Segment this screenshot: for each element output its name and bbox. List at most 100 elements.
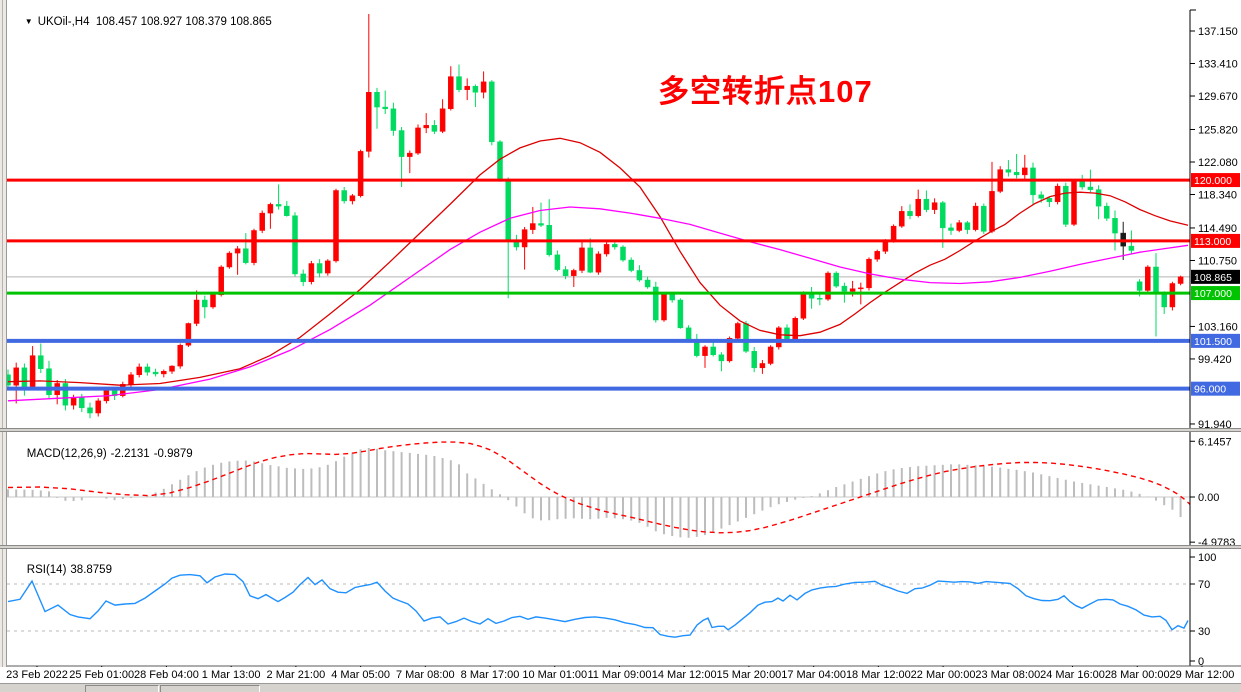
time-axis-label: 17 Mar 04:00 xyxy=(781,669,847,681)
candle-body xyxy=(792,318,798,341)
candle-body xyxy=(374,92,380,108)
candle-body xyxy=(1071,181,1077,225)
candle-body xyxy=(177,344,183,367)
candle-body xyxy=(636,270,643,281)
candle-body xyxy=(923,198,930,210)
price-axis-label: 133.410 xyxy=(1198,59,1238,71)
candle-body xyxy=(767,346,774,364)
time-axis-label: 28 Mar 00:00 xyxy=(1104,669,1170,681)
price-axis[interactable]: 137.150 133.410 129.670 125.820 122.080 118.3… xyxy=(1190,26,1240,668)
rsi-label: RSI(14) xyxy=(26,564,67,576)
candle-body xyxy=(431,125,438,132)
candle-body xyxy=(161,371,167,375)
candle-body xyxy=(931,202,938,210)
candle-body xyxy=(456,76,462,90)
candle-body xyxy=(726,338,733,362)
macd-panel xyxy=(7,441,1190,538)
candle-body xyxy=(300,273,306,283)
candle-body xyxy=(849,288,856,292)
candle-body xyxy=(439,108,446,132)
candle-body xyxy=(234,248,241,254)
candle-body xyxy=(210,294,216,308)
candle-body xyxy=(964,222,971,230)
candle-body xyxy=(595,253,602,273)
candle-body xyxy=(554,254,561,270)
time-axis-label: 1 Mar 13:00 xyxy=(201,669,261,681)
price-badge-label: 96.000 xyxy=(1194,384,1226,396)
candle-body xyxy=(1095,189,1102,207)
candle-body xyxy=(398,130,405,157)
time-axis-label: 22 Mar 00:00 xyxy=(910,669,976,681)
candle-body xyxy=(1128,245,1135,251)
candle-body xyxy=(390,108,397,131)
price-level-badge xyxy=(1191,269,1240,284)
candle-body xyxy=(21,367,28,388)
candle-body xyxy=(415,127,421,154)
time-axis-label: 2 Mar 21:00 xyxy=(266,669,326,681)
panel-separator[interactable] xyxy=(0,545,1241,549)
symbol-ohlc-info: ▼ UKOil-,H4 108.457 108.927 108.379 108.8… xyxy=(12,4,272,40)
time-axis[interactable]: 23 Feb 2022 25 Feb 01:00 28 Feb 04:00 1 Mar… xyxy=(0,667,1241,683)
candle-body xyxy=(538,223,544,226)
time-axis-label: 11 Mar 09:00 xyxy=(587,669,652,681)
candle-body xyxy=(907,211,913,216)
candle-body xyxy=(1087,186,1094,190)
candle-body xyxy=(694,340,700,356)
candle-body xyxy=(1145,266,1151,291)
candle-body xyxy=(1046,198,1053,203)
candle-body xyxy=(1153,266,1159,294)
symbol-ohlc-text: UKOil-,H4 108.457 108.927 108.379 108.86… xyxy=(37,16,272,28)
price-badge-label: 108.865 xyxy=(1194,272,1232,284)
candle-body xyxy=(1161,292,1167,308)
panel-separator[interactable] xyxy=(0,428,1241,432)
price-axis-label: 114.490 xyxy=(1198,223,1237,235)
candle-body xyxy=(784,327,790,341)
candle-body xyxy=(472,85,479,93)
time-axis-label: 10 Mar 01:00 xyxy=(522,669,588,681)
candle-body xyxy=(817,298,823,300)
trend-annotation: 多空转折点107 xyxy=(658,74,873,109)
price-axis-label: 137.150 xyxy=(1198,26,1238,38)
candle-body xyxy=(735,323,741,339)
candle-body xyxy=(1177,276,1184,284)
candle-body xyxy=(661,293,667,321)
candle-body xyxy=(899,211,905,227)
candle-body xyxy=(874,251,880,260)
candle-body xyxy=(95,400,101,414)
rsi-panel xyxy=(7,573,1190,638)
candle-body xyxy=(858,287,864,290)
candle-body xyxy=(825,272,831,300)
candle-body xyxy=(530,223,536,230)
candle-body xyxy=(882,240,889,252)
chevron-down-icon[interactable]: ▼ xyxy=(24,17,33,26)
candle-body xyxy=(972,205,979,230)
price-level-badge xyxy=(1191,333,1240,348)
candle-body xyxy=(62,383,69,406)
macd-value-main: -2.2131 xyxy=(110,448,150,460)
time-axis-label: 15 Mar 20:00 xyxy=(716,669,782,681)
main-chart-panel xyxy=(7,14,1190,419)
price-axis-label: 99.420 xyxy=(1198,354,1232,366)
candle-body xyxy=(333,190,339,262)
candle-body xyxy=(1022,167,1028,176)
candle-body xyxy=(284,205,290,216)
price-axis-label: 125.820 xyxy=(1198,124,1238,136)
price-axis-label: 129.670 xyxy=(1198,91,1238,103)
candle-body xyxy=(382,106,388,110)
candle-body xyxy=(628,259,634,271)
candle-body xyxy=(325,260,331,274)
candle-body xyxy=(776,327,782,348)
time-axis-label: 8 Mar 17:00 xyxy=(460,669,520,681)
candle-body xyxy=(1169,283,1176,308)
candle-body xyxy=(620,246,626,261)
candle-body xyxy=(841,285,848,292)
candle-body xyxy=(981,205,987,232)
rsi-axis-label: 0 xyxy=(1198,656,1204,668)
candle-body xyxy=(292,215,298,275)
candle-body xyxy=(38,355,44,369)
candle-body xyxy=(521,229,528,248)
candle-body xyxy=(144,366,151,373)
candle-body xyxy=(948,227,954,231)
candle-body xyxy=(87,407,93,414)
